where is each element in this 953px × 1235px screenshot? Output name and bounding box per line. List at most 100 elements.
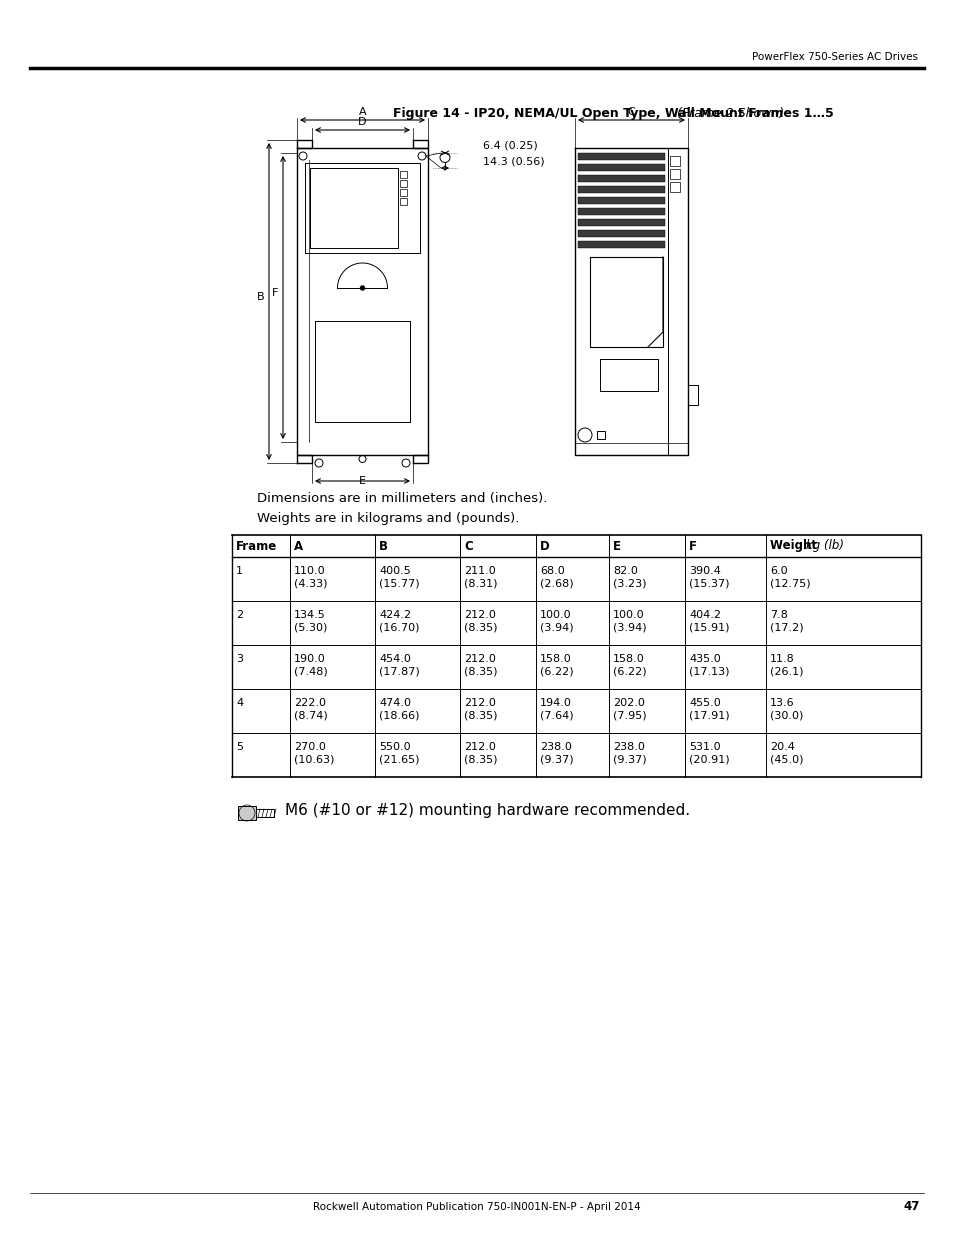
Text: (8.31): (8.31) (463, 579, 497, 589)
Text: 68.0: 68.0 (539, 566, 564, 576)
Bar (669, 169, 679, 179)
Text: Weight: Weight (769, 540, 821, 552)
Text: (17.87): (17.87) (378, 667, 419, 677)
Text: 211.0: 211.0 (463, 566, 496, 576)
Text: E: E (613, 540, 620, 552)
Bar (669, 182, 679, 191)
Text: 7.8: 7.8 (769, 610, 787, 620)
Text: C: C (627, 107, 635, 117)
Text: 202.0: 202.0 (613, 698, 644, 708)
Text: (8.35): (8.35) (463, 667, 497, 677)
Bar (578, 164, 664, 170)
Text: (10.63): (10.63) (294, 755, 334, 764)
Text: (15.91): (15.91) (688, 622, 729, 634)
Text: 190.0: 190.0 (294, 655, 325, 664)
Text: E: E (358, 475, 366, 487)
Text: (2.68): (2.68) (539, 579, 573, 589)
Text: Dimensions are in millimeters and (inches).: Dimensions are in millimeters and (inche… (256, 492, 547, 505)
Text: (6.22): (6.22) (539, 667, 573, 677)
Bar (578, 219, 664, 226)
Bar (237, 806, 255, 820)
Text: M6 (#10 or #12) mounting hardware recommended.: M6 (#10 or #12) mounting hardware recomm… (285, 803, 689, 818)
Text: 47: 47 (902, 1200, 919, 1214)
Text: 212.0: 212.0 (463, 742, 496, 752)
Text: 270.0: 270.0 (294, 742, 326, 752)
Text: D: D (358, 117, 366, 127)
Text: 194.0: 194.0 (539, 698, 571, 708)
Text: Rockwell Automation Publication 750-IN001N-EN-P - April 2014: Rockwell Automation Publication 750-IN00… (313, 1202, 640, 1212)
Text: 400.5: 400.5 (378, 566, 411, 576)
Text: (17.2): (17.2) (769, 622, 802, 634)
Text: 110.0: 110.0 (294, 566, 325, 576)
Bar (399, 198, 407, 205)
Text: (15.77): (15.77) (378, 579, 419, 589)
Text: (8.74): (8.74) (294, 711, 328, 721)
Text: 550.0: 550.0 (378, 742, 410, 752)
Text: (7.64): (7.64) (539, 711, 573, 721)
Text: 11.8: 11.8 (769, 655, 794, 664)
Text: 158.0: 158.0 (539, 655, 571, 664)
Text: 100.0: 100.0 (613, 610, 644, 620)
Bar (578, 153, 664, 161)
Bar (578, 186, 664, 193)
Circle shape (360, 287, 364, 290)
Text: 134.5: 134.5 (294, 610, 325, 620)
Text: (30.0): (30.0) (769, 711, 802, 721)
Bar (578, 241, 664, 248)
Text: kg (lb): kg (lb) (805, 540, 843, 552)
Text: (12.75): (12.75) (769, 579, 810, 589)
Bar (578, 207, 664, 215)
Text: 390.4: 390.4 (688, 566, 720, 576)
Text: 212.0: 212.0 (463, 655, 496, 664)
Text: 531.0: 531.0 (688, 742, 720, 752)
Text: 14.3 (0.56): 14.3 (0.56) (482, 156, 544, 165)
Text: 6.4 (0.25): 6.4 (0.25) (482, 141, 537, 151)
Text: (20.91): (20.91) (688, 755, 729, 764)
Text: 5: 5 (235, 742, 243, 752)
Text: 2: 2 (235, 610, 243, 620)
Text: (26.1): (26.1) (769, 667, 802, 677)
Text: 435.0: 435.0 (688, 655, 720, 664)
Text: (3.94): (3.94) (539, 622, 573, 634)
Text: 454.0: 454.0 (378, 655, 411, 664)
Text: B: B (257, 291, 265, 301)
Text: (8.35): (8.35) (463, 755, 497, 764)
Text: 238.0: 238.0 (539, 742, 571, 752)
Text: (9.37): (9.37) (539, 755, 573, 764)
Text: (7.48): (7.48) (294, 667, 328, 677)
Text: (21.65): (21.65) (378, 755, 419, 764)
Text: (9.37): (9.37) (613, 755, 646, 764)
Bar (578, 230, 664, 237)
Text: (18.66): (18.66) (378, 711, 419, 721)
Text: D: D (539, 540, 549, 552)
Text: F: F (688, 540, 697, 552)
Text: (4.33): (4.33) (294, 579, 327, 589)
Text: (7.95): (7.95) (613, 711, 646, 721)
Text: 158.0: 158.0 (613, 655, 644, 664)
Text: 212.0: 212.0 (463, 610, 496, 620)
Text: 20.4: 20.4 (769, 742, 794, 752)
Text: (6.22): (6.22) (613, 667, 646, 677)
Text: A: A (294, 540, 303, 552)
Text: 13.6: 13.6 (769, 698, 794, 708)
Text: (16.70): (16.70) (378, 622, 419, 634)
Text: 212.0: 212.0 (463, 698, 496, 708)
Bar (669, 156, 679, 165)
Text: (45.0): (45.0) (769, 755, 802, 764)
Text: 424.2: 424.2 (378, 610, 411, 620)
Text: (17.13): (17.13) (688, 667, 729, 677)
Text: 474.0: 474.0 (378, 698, 411, 708)
Bar (578, 175, 664, 182)
Text: (3.94): (3.94) (613, 622, 646, 634)
Text: 222.0: 222.0 (294, 698, 326, 708)
Text: (5.30): (5.30) (294, 622, 327, 634)
Text: (Frame 2 Shown): (Frame 2 Shown) (672, 107, 783, 120)
Text: 3: 3 (235, 655, 243, 664)
Bar (578, 198, 664, 204)
Text: (8.35): (8.35) (463, 711, 497, 721)
Text: 238.0: 238.0 (613, 742, 644, 752)
Text: 404.2: 404.2 (688, 610, 720, 620)
Bar (399, 170, 407, 178)
Text: 455.0: 455.0 (688, 698, 720, 708)
Text: 1: 1 (235, 566, 243, 576)
